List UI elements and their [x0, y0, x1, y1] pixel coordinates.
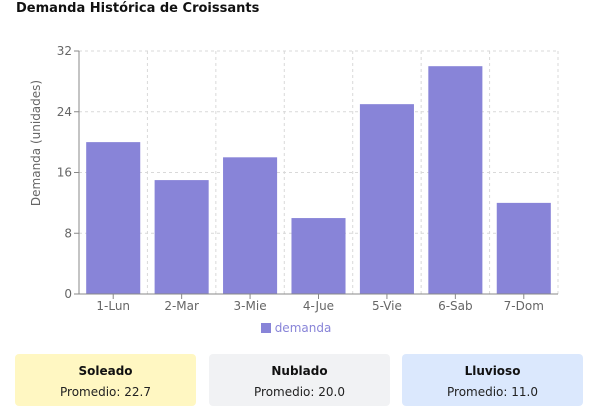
chart-bars [86, 66, 551, 294]
legend-swatch [260, 323, 271, 333]
weather-card-average: Promedio: 20.0 [254, 385, 345, 399]
legend-label: demanda [274, 321, 332, 335]
bar [496, 202, 551, 294]
y-tick-label: 24 [57, 105, 72, 119]
bar [428, 66, 483, 294]
bar [223, 157, 278, 294]
chart-title: Demanda Histórica de Croissants [16, 1, 260, 16]
weather-card-average: Promedio: 22.7 [60, 385, 151, 399]
y-tick-label: 16 [57, 166, 72, 180]
bar-chart: 0 8 16 24 32 1-Lun 2-Mar 3-Mie 4-Jue 5-Vie 6-Sab 7-… [29, 44, 559, 313]
weather-card-lluvioso: Lluvioso Promedio: 11.0 [402, 354, 583, 406]
weather-card-nublado: Nublado Promedio: 20.0 [209, 354, 390, 406]
y-axis-label: Demanda (unidades) [29, 80, 43, 206]
bar [86, 142, 141, 294]
weather-card-soleado: Soleado Promedio: 22.7 [15, 354, 196, 406]
chart-axes [74, 50, 558, 299]
x-tick-label: 1-Lun [96, 299, 130, 313]
x-tick-label: 3-Mie [234, 299, 267, 313]
bar [359, 104, 414, 294]
x-tick-label: 2-Mar [164, 299, 199, 313]
weather-card-label: Lluvioso [464, 364, 521, 378]
chart-legend: demanda [0, 321, 592, 335]
bar [154, 180, 209, 294]
x-tick-label: 7-Dom [504, 299, 544, 313]
bar [291, 218, 346, 294]
y-tick-label: 8 [64, 226, 72, 240]
x-tick-label: 5-Vie [372, 299, 402, 313]
y-tick-label: 32 [57, 44, 72, 58]
x-tick-label: 4-Jue [303, 299, 334, 313]
chart-labels: 0 8 16 24 32 1-Lun 2-Mar 3-Mie 4-Jue 5-Vie 6-Sab 7-… [57, 44, 544, 313]
weather-card-label: Nublado [271, 364, 328, 378]
y-tick-label: 0 [64, 287, 72, 301]
x-tick-label: 6-Sab [438, 299, 473, 313]
weather-card-label: Soleado [78, 364, 133, 378]
weather-card-average: Promedio: 11.0 [447, 385, 538, 399]
